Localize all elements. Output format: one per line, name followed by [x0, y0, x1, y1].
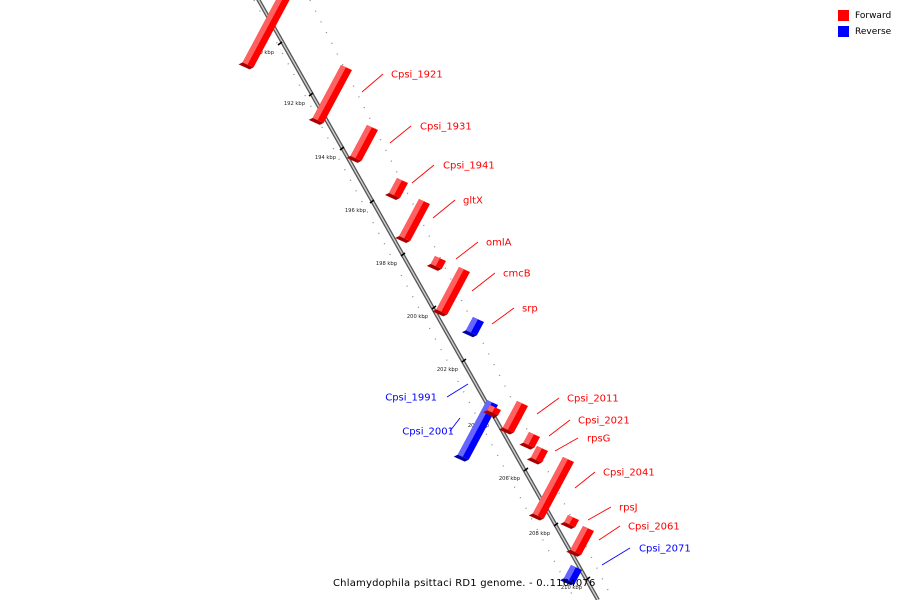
reverse-swatch — [838, 26, 849, 37]
gene-label-cpsi_1991[interactable]: Cpsi_1991 — [385, 393, 437, 404]
feature-cpsi_2071[interactable] — [559, 565, 582, 586]
gene-label-cpsi_2001[interactable]: Cpsi_2001 — [402, 427, 454, 438]
leader-line — [554, 437, 579, 452]
tick-mark — [277, 41, 283, 46]
feature-cpsi_1991[interactable] — [453, 400, 498, 462]
genome-caption: Chlamydophila psittaci RD1 genome. - 0..… — [333, 578, 596, 589]
inner-guide-line — [253, 0, 575, 599]
gene-label-omla[interactable]: omlA — [486, 238, 512, 249]
leader-line — [455, 241, 479, 260]
gene-label-cpsi_2041[interactable]: Cpsi_2041 — [603, 468, 655, 479]
leader-line — [574, 471, 596, 489]
tick-label: 200 kbp — [407, 314, 429, 320]
feature-cpsi_2021[interactable] — [519, 432, 540, 450]
tick-label: 210 kbp — [561, 585, 583, 591]
tick-label: 198 kbp — [376, 261, 398, 267]
gene-label-cpsi_2061[interactable]: Cpsi_2061 — [628, 522, 680, 533]
feature-cpsi_1931[interactable] — [346, 125, 378, 163]
tick-mark — [585, 576, 591, 581]
tick-mark — [553, 522, 559, 527]
feature-cpsi_1941[interactable] — [384, 178, 408, 200]
feature-rpsj[interactable] — [560, 515, 579, 530]
feature-cmcb[interactable] — [432, 267, 470, 317]
leader-line — [598, 525, 621, 541]
feature-cpsi_2061[interactable] — [566, 526, 594, 557]
feature-cpsi_2041[interactable] — [528, 457, 574, 521]
gene-label-rpsg[interactable]: rpsG — [587, 434, 610, 445]
outer-guide-line — [309, 0, 613, 599]
leader-line — [449, 417, 461, 432]
tick-mark — [339, 146, 345, 151]
gene-label-rpsj[interactable]: rpsJ — [619, 503, 638, 514]
feature-srp[interactable] — [461, 317, 484, 338]
leader-line — [601, 547, 631, 566]
feature-rpsg[interactable] — [526, 446, 548, 465]
gene-label-cpsi_1931[interactable]: Cpsi_1931 — [420, 122, 472, 133]
forward-swatch — [838, 10, 849, 21]
leader-line — [446, 383, 469, 398]
legend: Forward Reverse — [838, 8, 891, 40]
feature-unlabeled[interactable] — [238, 0, 296, 70]
gene-label-gltx[interactable]: gltX — [463, 196, 483, 207]
leader-line — [471, 272, 496, 292]
tick-label: 190 kbp — [253, 50, 275, 56]
gene-label-cpsi_1941[interactable]: Cpsi_1941 — [443, 161, 495, 172]
leader-line — [432, 199, 456, 219]
tick-mark — [400, 252, 406, 257]
feature-cpsi_2001[interactable] — [483, 405, 501, 418]
tick-mark — [523, 467, 529, 472]
tick-label: 206 kbp — [499, 476, 521, 482]
leader-line — [491, 307, 515, 325]
tick-label: 208 kbp — [529, 531, 551, 537]
tick-label: 202 kbp — [437, 367, 459, 373]
tick-label: 192 kbp — [284, 101, 306, 107]
feature-gltx[interactable] — [395, 199, 430, 244]
gene-label-srp[interactable]: srp — [522, 304, 538, 315]
legend-forward: Forward — [838, 8, 891, 23]
tick-label: 196 kbp — [345, 208, 367, 214]
feature-omla[interactable] — [426, 256, 446, 271]
leader-line — [361, 73, 384, 93]
legend-forward-label: Forward — [855, 10, 892, 21]
tick-mark — [461, 358, 467, 363]
gene-label-cpsi_1921[interactable]: Cpsi_1921 — [391, 70, 443, 81]
tick-mark — [308, 92, 314, 97]
legend-reverse: Reverse — [838, 24, 891, 39]
legend-reverse-label: Reverse — [855, 26, 892, 37]
leader-line — [548, 419, 571, 437]
gene-label-cmcb[interactable]: cmcB — [503, 269, 531, 280]
leader-line — [587, 506, 612, 521]
gene-label-cpsi_2011[interactable]: Cpsi_2011 — [567, 394, 619, 405]
tick-label: 194 kbp — [315, 155, 337, 161]
gene-label-cpsi_2071[interactable]: Cpsi_2071 — [639, 544, 691, 555]
leader-line — [536, 397, 560, 415]
leader-line — [389, 125, 412, 144]
feature-cpsi_2011[interactable] — [498, 401, 528, 435]
tick-mark — [431, 305, 437, 310]
gene-label-cpsi_2021[interactable]: Cpsi_2021 — [578, 416, 630, 427]
leader-line — [411, 164, 435, 184]
feature-cpsi_1921[interactable] — [308, 65, 352, 125]
tick-mark — [369, 199, 375, 204]
